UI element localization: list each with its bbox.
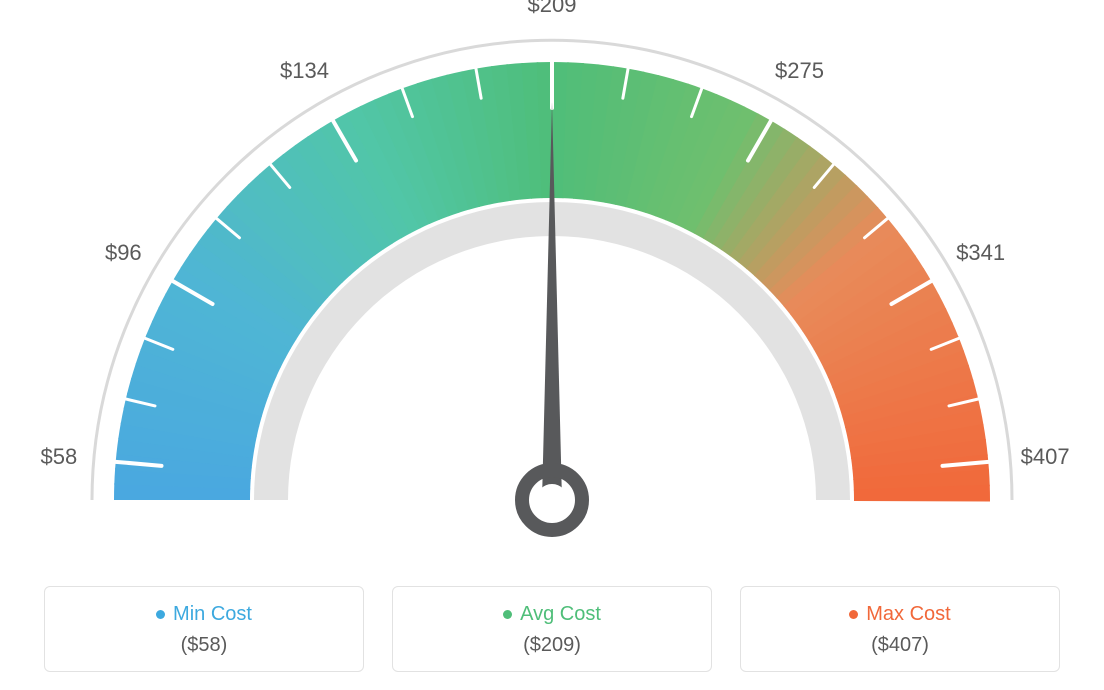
gauge-tick-label: $209 [528,0,577,18]
legend-card-min: Min Cost ($58) [44,586,364,672]
legend-card-avg: Avg Cost ($209) [392,586,712,672]
legend-value-avg: ($209) [393,634,711,657]
legend-title-text: Min Cost [173,603,252,626]
legend-value-min: ($58) [45,634,363,657]
legend-title-text: Max Cost [866,603,950,626]
legend-value-max: ($407) [741,634,1059,657]
gauge-tick-label: $407 [1021,444,1070,470]
legend-title-text: Avg Cost [520,603,601,626]
dot-icon [503,610,512,619]
gauge-tick-label: $134 [280,58,329,84]
legend-row: Min Cost ($58) Avg Cost ($209) Max Cost … [0,586,1104,672]
gauge-tick-label: $58 [41,444,78,470]
legend-title-max: Max Cost [849,603,950,626]
gauge-tick-label: $275 [775,58,824,84]
legend-title-avg: Avg Cost [503,603,601,626]
dot-icon [849,610,858,619]
dot-icon [156,610,165,619]
legend-card-max: Max Cost ($407) [740,586,1060,672]
gauge-tick-label: $341 [956,240,1005,266]
gauge-chart: $58 $96 $134 $209 $275 $341 $407 [0,0,1104,560]
gauge-tick-label: $96 [105,240,142,266]
legend-title-min: Min Cost [156,603,252,626]
gauge-svg [0,0,1104,560]
